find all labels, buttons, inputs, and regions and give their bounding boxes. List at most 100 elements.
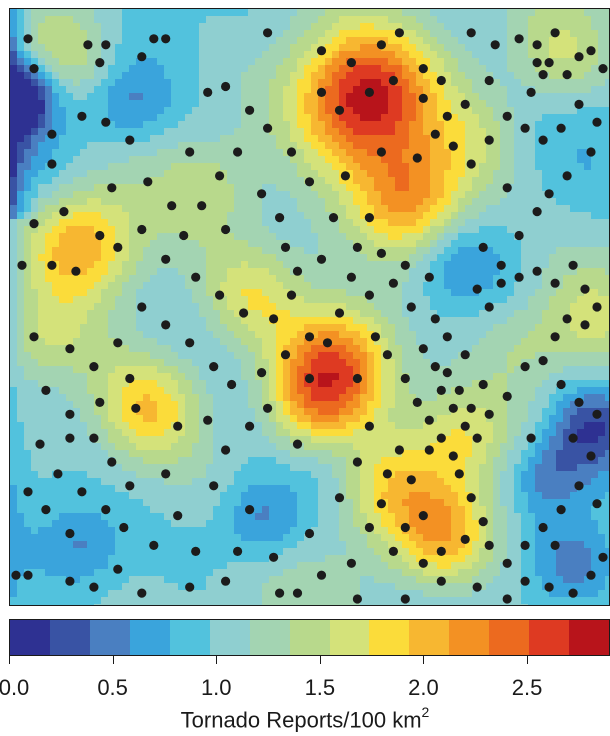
heatmap-cell bbox=[227, 303, 234, 310]
heatmap-cell bbox=[24, 387, 31, 394]
heatmap-cell bbox=[276, 366, 283, 373]
heatmap-cell bbox=[423, 23, 430, 30]
heatmap-cell bbox=[437, 149, 444, 156]
heatmap-cell bbox=[157, 324, 164, 331]
heatmap-cell bbox=[234, 177, 241, 184]
heatmap-cell bbox=[38, 331, 45, 338]
heatmap-cell bbox=[185, 30, 192, 37]
heatmap-cell bbox=[52, 184, 59, 191]
heatmap-cell bbox=[129, 9, 136, 16]
heatmap-cell bbox=[45, 303, 52, 310]
heatmap-cell bbox=[206, 72, 213, 79]
heatmap-cell bbox=[472, 128, 479, 135]
heatmap-cell bbox=[192, 93, 199, 100]
heatmap-cell bbox=[605, 79, 609, 86]
heatmap-cell bbox=[479, 44, 486, 51]
heatmap-cell bbox=[178, 338, 185, 345]
heatmap-cell bbox=[430, 156, 437, 163]
heatmap-cell bbox=[115, 373, 122, 380]
heatmap-cell bbox=[192, 100, 199, 107]
heatmap-cell bbox=[192, 44, 199, 51]
heatmap-cell bbox=[451, 30, 458, 37]
heatmap-cell bbox=[346, 9, 353, 16]
heatmap-cell bbox=[10, 212, 17, 219]
heatmap-cell bbox=[150, 86, 157, 93]
heatmap-cell bbox=[339, 289, 346, 296]
heatmap-cell bbox=[52, 79, 59, 86]
heatmap-cell bbox=[507, 37, 514, 44]
heatmap-cell bbox=[45, 177, 52, 184]
heatmap-cell bbox=[80, 226, 87, 233]
heatmap-cell bbox=[563, 380, 570, 387]
heatmap-cell bbox=[31, 44, 38, 51]
heatmap-cell bbox=[213, 30, 220, 37]
heatmap-cell bbox=[269, 23, 276, 30]
heatmap-cell bbox=[514, 198, 521, 205]
heatmap-cell bbox=[122, 86, 129, 93]
heatmap-cell bbox=[458, 86, 465, 93]
heatmap-cell bbox=[269, 359, 276, 366]
heatmap-cell bbox=[500, 163, 507, 170]
heatmap-cell bbox=[584, 37, 591, 44]
heatmap-cell bbox=[444, 212, 451, 219]
heatmap-cell bbox=[360, 51, 367, 58]
heatmap-cell bbox=[318, 79, 325, 86]
heatmap-cell bbox=[542, 107, 549, 114]
heatmap-cell bbox=[584, 198, 591, 205]
heatmap-cell bbox=[94, 177, 101, 184]
heatmap-cell bbox=[234, 373, 241, 380]
heatmap-cell bbox=[73, 212, 80, 219]
heatmap-cell bbox=[465, 289, 472, 296]
heatmap-cell bbox=[591, 401, 598, 408]
heatmap-cell bbox=[479, 177, 486, 184]
heatmap-cell bbox=[402, 296, 409, 303]
heatmap-cell bbox=[248, 65, 255, 72]
heatmap-cell bbox=[52, 114, 59, 121]
heatmap-cell bbox=[73, 58, 80, 65]
heatmap-cell bbox=[87, 324, 94, 331]
heatmap-cell bbox=[584, 366, 591, 373]
heatmap-cell bbox=[465, 401, 472, 408]
heatmap-cell bbox=[31, 23, 38, 30]
heatmap-cell bbox=[367, 205, 374, 212]
heatmap-cell bbox=[535, 79, 542, 86]
heatmap-cell bbox=[591, 331, 598, 338]
heatmap-cell bbox=[199, 331, 206, 338]
heatmap-cell bbox=[563, 303, 570, 310]
heatmap-cell bbox=[290, 142, 297, 149]
heatmap-cell bbox=[276, 23, 283, 30]
heatmap-cell bbox=[10, 289, 17, 296]
heatmap-cell bbox=[311, 282, 318, 289]
heatmap-cell bbox=[528, 310, 535, 317]
heatmap-cell bbox=[143, 23, 150, 30]
heatmap-cell bbox=[38, 219, 45, 226]
heatmap-cell bbox=[178, 205, 185, 212]
heatmap-cell bbox=[528, 191, 535, 198]
heatmap-cell bbox=[570, 373, 577, 380]
heatmap-cell bbox=[17, 282, 24, 289]
heatmap-cell bbox=[563, 135, 570, 142]
heatmap-cell bbox=[507, 72, 514, 79]
heatmap-cell bbox=[318, 317, 325, 324]
heatmap-cell bbox=[346, 128, 353, 135]
heatmap-cell bbox=[325, 373, 332, 380]
heatmap-cell bbox=[367, 387, 374, 394]
heatmap-cell bbox=[472, 331, 479, 338]
heatmap-cell bbox=[444, 205, 451, 212]
heatmap-cell bbox=[465, 177, 472, 184]
heatmap-cell bbox=[325, 212, 332, 219]
heatmap-cell bbox=[598, 177, 605, 184]
heatmap-cell bbox=[24, 191, 31, 198]
heatmap-cell bbox=[318, 268, 325, 275]
heatmap-cell bbox=[24, 58, 31, 65]
heatmap-cell bbox=[234, 163, 241, 170]
heatmap-cell bbox=[332, 177, 339, 184]
heatmap-cell bbox=[269, 303, 276, 310]
heatmap-cell bbox=[584, 177, 591, 184]
heatmap-cell bbox=[430, 142, 437, 149]
heatmap-cell bbox=[304, 233, 311, 240]
heatmap-cell bbox=[514, 366, 521, 373]
heatmap-cell bbox=[290, 177, 297, 184]
heatmap-cell bbox=[591, 37, 598, 44]
heatmap-cell bbox=[423, 289, 430, 296]
